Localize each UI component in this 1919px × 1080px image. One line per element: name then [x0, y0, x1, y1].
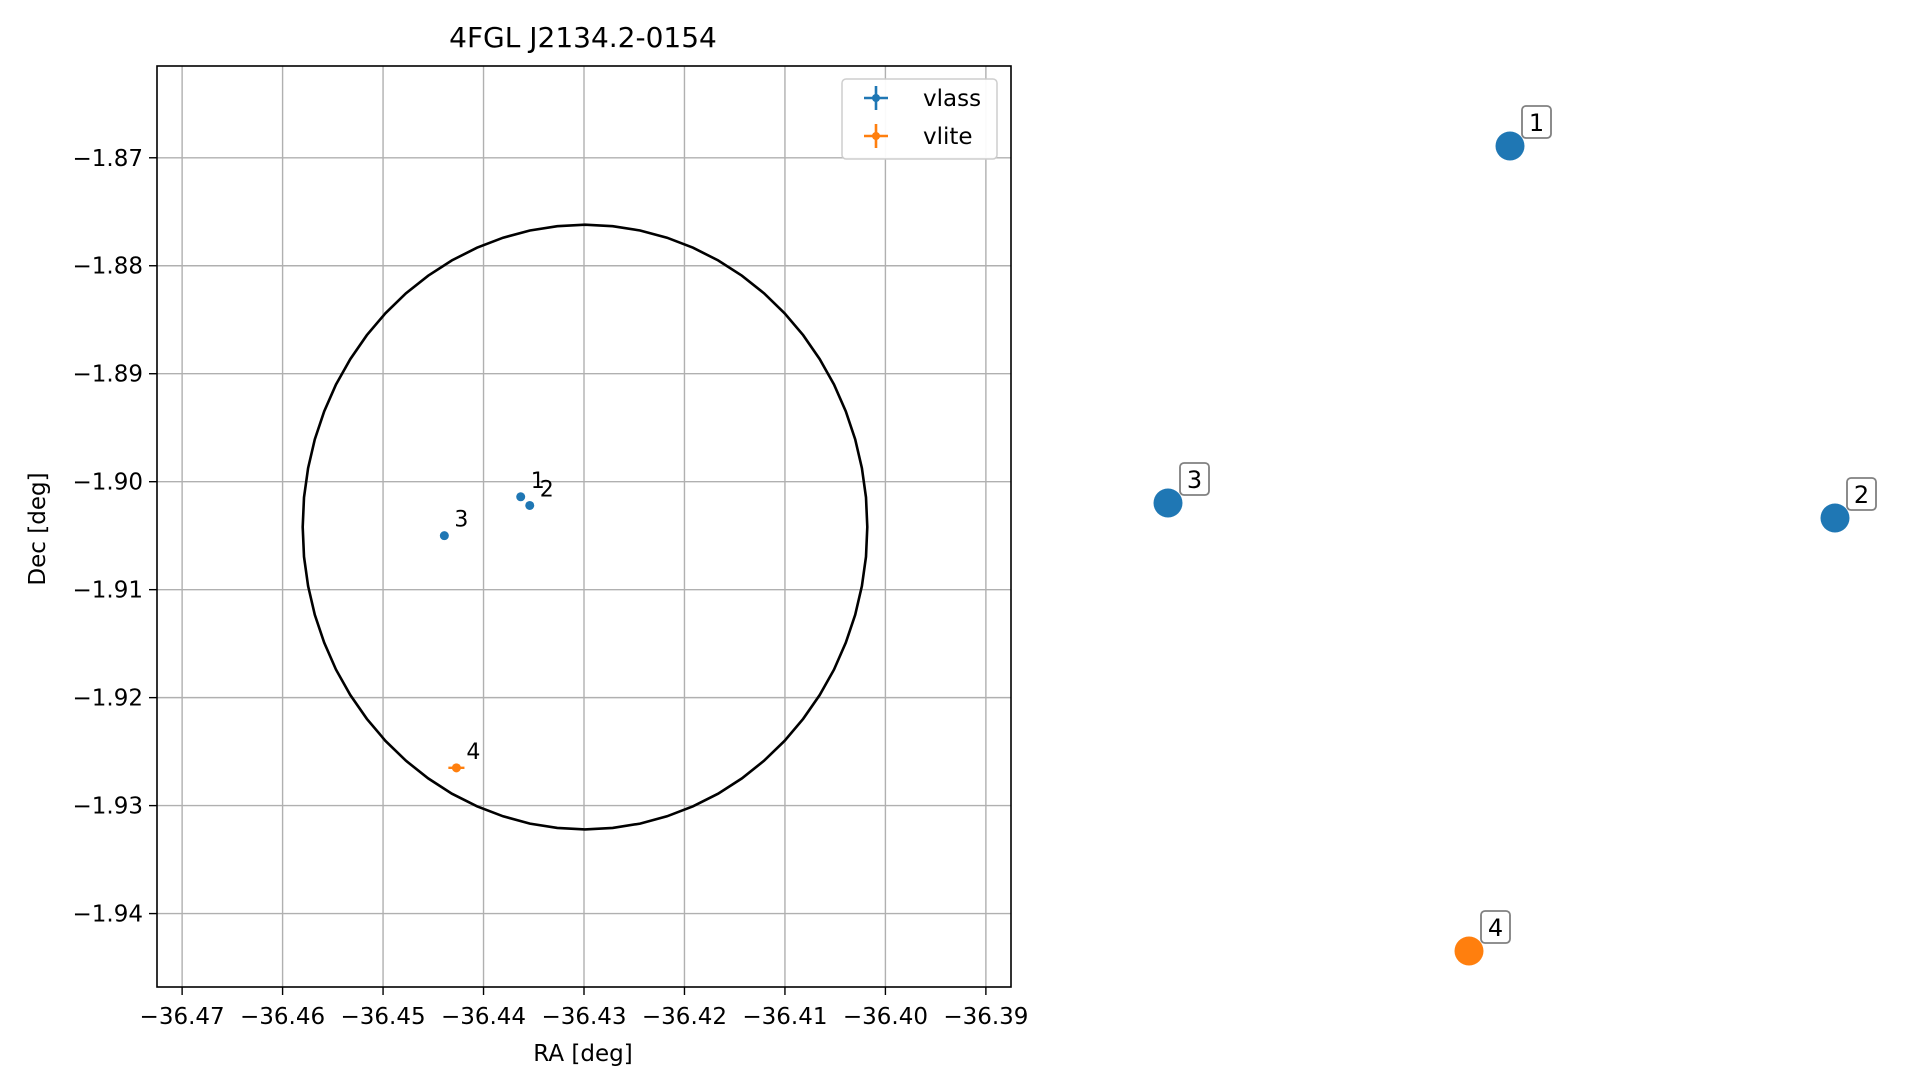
legend-marker-vlass: [864, 86, 888, 110]
y-tick-label: −1.88: [73, 254, 143, 280]
x-tick-label: −36.47: [140, 1004, 225, 1030]
data-point-vlass-3: 3: [439, 508, 468, 541]
y-tick-label: −1.91: [73, 578, 143, 604]
data-point-vlass-1: 1: [516, 469, 545, 502]
x-tick-label: −36.43: [541, 1004, 626, 1030]
schematic-label: 3: [1187, 466, 1202, 494]
schematic-label: 1: [1529, 109, 1544, 137]
legend-dot: [872, 94, 880, 102]
uncertainty-circle-layer: [301, 223, 869, 831]
point-marker: [439, 531, 449, 541]
schematic-marker: [1454, 936, 1484, 966]
legend: vlass vlite: [841, 78, 998, 160]
point-label: 4: [466, 740, 480, 765]
schematic-source-3: 3: [1153, 462, 1210, 518]
x-tick-label: −36.39: [943, 1004, 1028, 1030]
legend-marker-vlite: [864, 124, 888, 148]
x-axis-label: RA [deg]: [533, 1041, 632, 1067]
schematic-panel: 1 2 3 4: [1153, 105, 1877, 966]
legend-label-vlite: vlite: [923, 124, 973, 150]
y-tick-label: −1.90: [73, 470, 143, 496]
point-marker: [451, 763, 461, 773]
legend-dot: [872, 132, 880, 140]
schematic-marker: [1495, 131, 1525, 161]
x-tick-label: −36.44: [441, 1004, 526, 1030]
point-label: 3: [454, 508, 468, 533]
schematic-source-2: 2: [1820, 477, 1877, 533]
schematic-marker: [1820, 503, 1850, 533]
chart-title: 4FGL J2134.2-0154: [449, 21, 717, 54]
legend-entry-vlite: vlite: [864, 124, 973, 150]
data-point-vlass-2: 2: [525, 477, 554, 510]
legend-entry-vlass: vlass: [864, 86, 981, 112]
x-tick-label: −36.46: [240, 1004, 325, 1030]
x-tick-label: −36.42: [642, 1004, 727, 1030]
grid: [157, 66, 1011, 987]
schematic-label: 4: [1488, 914, 1503, 942]
data-point-vlite-4: 4: [448, 740, 480, 773]
points-layer: 12 3 4: [439, 469, 554, 773]
legend-label-vlass: vlass: [923, 86, 981, 112]
x-tick-label: −36.40: [843, 1004, 928, 1030]
schematic-source-4: 4: [1454, 910, 1511, 966]
y-tick-label: −1.94: [73, 902, 143, 928]
schematic-label-box: [1480, 910, 1511, 944]
schematic-label-box: [1521, 105, 1552, 139]
y-axis-ticks: −1.87 −1.88 −1.89 −1.90 −1.91 −1.92 −1.93 −1.94: [73, 146, 157, 928]
y-tick-label: −1.87: [73, 146, 143, 172]
point-marker: [525, 500, 535, 510]
schematic-label: 2: [1854, 481, 1869, 509]
schematic-label-box: [1846, 477, 1877, 511]
point-label: 1: [531, 469, 545, 494]
x-tick-label: −36.41: [742, 1004, 827, 1030]
uncertainty-circle: [301, 223, 869, 831]
schematic-label-box: [1179, 462, 1210, 496]
y-tick-label: −1.92: [73, 686, 143, 712]
y-tick-label: −1.93: [73, 794, 143, 820]
schematic-source-1: 1: [1495, 105, 1552, 161]
schematic-marker: [1153, 488, 1183, 518]
x-axis-ticks: −36.47 −36.46 −36.45 −36.44 −36.43 −36.42 −36.…: [140, 987, 1028, 1030]
point-label: 2: [540, 477, 554, 502]
y-axis-label: Dec [deg]: [25, 472, 51, 585]
y-tick-label: −1.89: [73, 362, 143, 388]
x-tick-label: −36.45: [340, 1004, 425, 1030]
point-marker: [516, 492, 526, 502]
